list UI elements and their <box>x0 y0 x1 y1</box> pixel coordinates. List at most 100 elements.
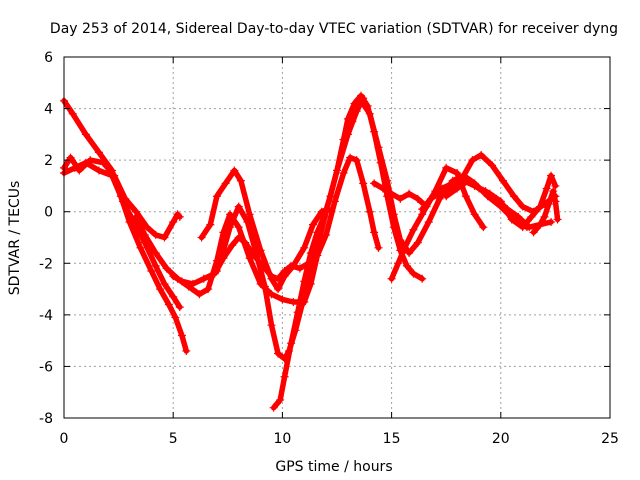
data-point <box>306 248 315 257</box>
series-arc-14 <box>529 187 562 237</box>
data-point <box>551 197 560 206</box>
data-point <box>162 264 171 273</box>
data-point <box>267 321 276 330</box>
data-point <box>400 243 409 252</box>
data-point <box>228 241 237 250</box>
y-tick-label: -2 <box>39 256 53 272</box>
data-point <box>464 176 473 185</box>
data-point <box>68 109 77 118</box>
data-point <box>496 197 505 206</box>
data-point <box>171 313 180 322</box>
data-point <box>147 267 156 276</box>
y-tick-label: 4 <box>44 102 53 118</box>
data-point <box>383 176 392 185</box>
data-point <box>274 349 283 358</box>
x-tick-label: 10 <box>273 431 291 447</box>
data-point <box>359 179 368 188</box>
data-point <box>319 212 328 221</box>
data-point <box>402 261 411 270</box>
data-point <box>269 403 278 412</box>
data-point <box>409 225 418 234</box>
data-point <box>236 176 245 185</box>
series-trace <box>61 98 190 354</box>
data-point <box>370 228 379 237</box>
data-point <box>132 212 141 221</box>
data-point <box>182 346 191 355</box>
data-point <box>219 246 228 255</box>
series-trace <box>198 167 332 292</box>
data-point <box>370 179 379 188</box>
data-point <box>169 272 178 281</box>
data-point <box>276 395 285 404</box>
data-point <box>121 194 130 203</box>
x-axis-label: GPS time / hours <box>275 459 392 475</box>
data-point <box>175 303 184 312</box>
y-tick-label: -8 <box>39 411 53 427</box>
chart-title: Day 253 of 2014, Sidereal Day-to-day VTE… <box>50 21 618 37</box>
data-point <box>357 96 366 105</box>
data-point <box>365 207 374 216</box>
data-point <box>547 171 556 180</box>
data-point <box>536 202 545 211</box>
series-arc-3 <box>60 153 184 242</box>
data-point <box>394 259 403 268</box>
data-point <box>293 308 302 317</box>
data-point <box>424 218 433 227</box>
data-point <box>151 230 160 239</box>
data-point <box>346 153 355 162</box>
data-point <box>313 228 322 237</box>
data-point <box>300 277 309 286</box>
data-point <box>396 236 405 245</box>
data-point <box>374 243 383 252</box>
data-point <box>225 223 234 232</box>
data-point <box>529 228 538 237</box>
data-point <box>461 192 470 201</box>
data-point <box>542 184 551 193</box>
data-point <box>474 184 483 193</box>
data-point <box>267 274 276 283</box>
data-series <box>60 91 562 412</box>
data-point <box>245 254 254 263</box>
data-point <box>405 248 414 257</box>
data-point <box>453 184 462 193</box>
data-point <box>66 153 75 162</box>
series-arc-1 <box>60 96 191 355</box>
data-point <box>197 233 206 242</box>
data-point <box>326 192 335 201</box>
data-point <box>536 220 545 229</box>
data-point <box>260 282 269 291</box>
data-point <box>547 218 556 227</box>
series-arc-6 <box>197 166 333 294</box>
data-point <box>99 158 108 167</box>
data-point <box>378 184 387 193</box>
data-point <box>405 189 414 198</box>
data-point <box>136 243 145 252</box>
data-point <box>274 285 283 294</box>
data-point <box>418 205 427 214</box>
y-tick-label: -4 <box>39 308 53 324</box>
data-point <box>498 176 507 185</box>
data-point <box>164 300 173 309</box>
data-point <box>278 295 287 304</box>
data-point <box>175 212 184 221</box>
data-point <box>387 274 396 283</box>
y-tick-label: 6 <box>44 50 53 66</box>
data-point <box>470 210 479 219</box>
data-point <box>387 189 396 198</box>
data-point <box>234 223 243 232</box>
data-point <box>477 150 486 159</box>
y-tick-label: 2 <box>44 153 53 169</box>
data-point <box>151 248 160 257</box>
data-point <box>243 218 252 227</box>
data-point <box>300 243 309 252</box>
data-point <box>518 202 527 211</box>
data-point <box>389 210 398 219</box>
data-point <box>396 194 405 203</box>
data-point <box>110 171 119 180</box>
data-point <box>160 279 169 288</box>
data-point <box>514 212 523 221</box>
data-point <box>280 372 289 381</box>
x-tick-label: 5 <box>169 431 178 447</box>
data-point <box>177 277 186 286</box>
data-point <box>287 339 296 348</box>
